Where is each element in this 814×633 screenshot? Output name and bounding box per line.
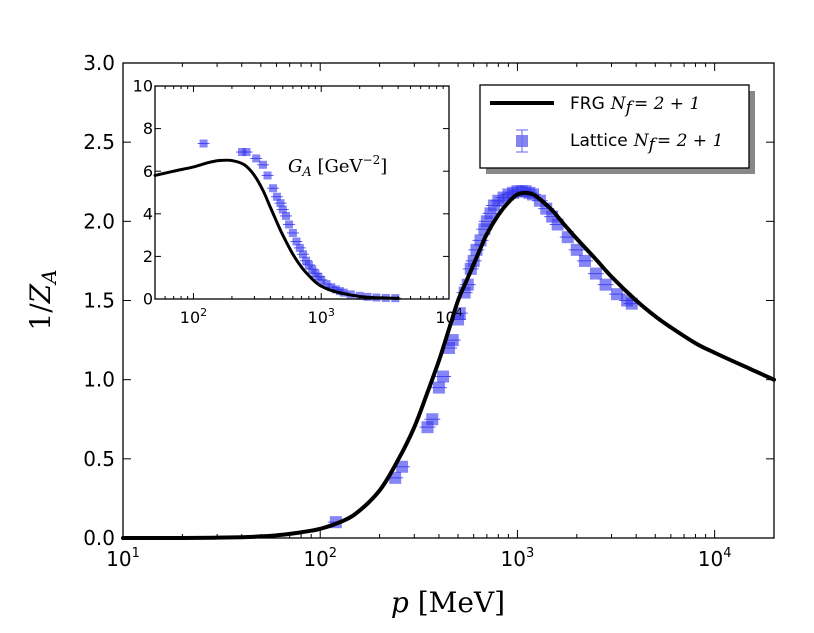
inset-lattice-point	[285, 220, 294, 229]
inset-lattice-point	[252, 154, 261, 163]
inset-lattice-point	[327, 283, 336, 292]
main-y-tick-label: 0.0	[83, 526, 115, 550]
main-x-axis-label: p [MeV]	[391, 586, 505, 619]
inset-lattice-point	[258, 160, 267, 169]
inset-plot-frame	[154, 85, 450, 300]
main-frg-line	[121, 190, 776, 541]
main-lattice-point	[599, 278, 612, 291]
inset-y-tick-label: 8	[143, 119, 153, 138]
main-lattice-point	[578, 254, 591, 267]
main-lattice-point	[611, 288, 624, 301]
inset-lattice-point	[272, 192, 281, 201]
inset-y-tick-label: 0	[143, 290, 153, 309]
main-x-tick-label: 102	[303, 546, 337, 571]
main-series	[121, 185, 776, 541]
inset-x-tick-label: 104	[435, 306, 462, 327]
inset-lattice-point	[295, 243, 304, 252]
inset-annotation: GA [GeV−2]	[288, 153, 387, 180]
inset-lattice-point	[331, 285, 340, 294]
inset-plot: 0 2 4 6 8 10 102 103 104 GA [GeV−2]	[133, 77, 463, 327]
inset-y-tick-label: 6	[143, 162, 153, 181]
inset-lattice-point	[317, 275, 326, 284]
main-lattice-point	[432, 381, 445, 394]
inset-x-tick-label: 103	[308, 306, 335, 327]
inset-lattice-point	[308, 265, 317, 274]
legend-box	[479, 84, 750, 169]
main-y-tick-label: 0.5	[83, 447, 115, 471]
inset-lattice-point	[242, 148, 251, 157]
inset-y-tick-label: 4	[143, 204, 153, 223]
inset-x-tick-label: 102	[180, 306, 207, 327]
main-y-axis-label: 1/ZA	[24, 269, 61, 330]
inset-frg-line	[153, 158, 400, 300]
main-x-tick-label: 101	[106, 546, 140, 571]
legend-frg-label: FRG Nf = 2 + 1	[570, 94, 700, 118]
inset-lattice-point	[276, 199, 285, 208]
inset-y-tick-label: 10	[133, 77, 153, 96]
main-y-tick-label: 3.0	[83, 51, 115, 75]
inset-lattice-point	[322, 280, 331, 289]
legend: FRG Nf = 2 + 1 Lattice Nf = 2 + 1	[479, 84, 755, 174]
main-lattice-point	[426, 413, 439, 426]
inset-lattice-point	[269, 184, 278, 193]
main-lattice-point	[389, 471, 402, 484]
main-x-tick-label: 103	[501, 546, 535, 571]
main-x-tick-label: 104	[698, 546, 732, 571]
inset-ticks: 0 2 4 6 8 10 102 103 104	[133, 77, 463, 327]
main-lattice-point	[437, 370, 450, 383]
inset-lattice-point	[302, 256, 311, 265]
inset-lattice-point	[282, 211, 291, 220]
inset-lattice-point	[304, 260, 313, 269]
inset-series	[153, 139, 402, 303]
inset-lattice-point	[199, 139, 208, 148]
main-y-tick-label: 1.5	[83, 289, 115, 313]
main-y-tick-label: 2.0	[83, 209, 115, 233]
inset-y-tick-label: 2	[143, 247, 153, 266]
legend-lattice-label: Lattice Nf = 2 + 1	[570, 131, 723, 155]
legend-lattice-swatch	[516, 129, 528, 153]
main-y-tick-label: 2.5	[83, 130, 115, 154]
inset-lattice-point	[288, 228, 297, 237]
inset-lattice-point	[278, 205, 287, 214]
main-lattice-point	[570, 243, 583, 256]
main-lattice-point	[396, 460, 409, 473]
main-lattice-point	[446, 334, 459, 347]
inset-lattice-point	[299, 250, 308, 259]
inset-lattice-point	[292, 237, 301, 246]
main-lattice-point	[589, 267, 602, 280]
main-y-tick-label: 1.0	[83, 368, 115, 392]
inset-plot-background	[155, 86, 449, 299]
inset-lattice-point	[263, 171, 272, 180]
